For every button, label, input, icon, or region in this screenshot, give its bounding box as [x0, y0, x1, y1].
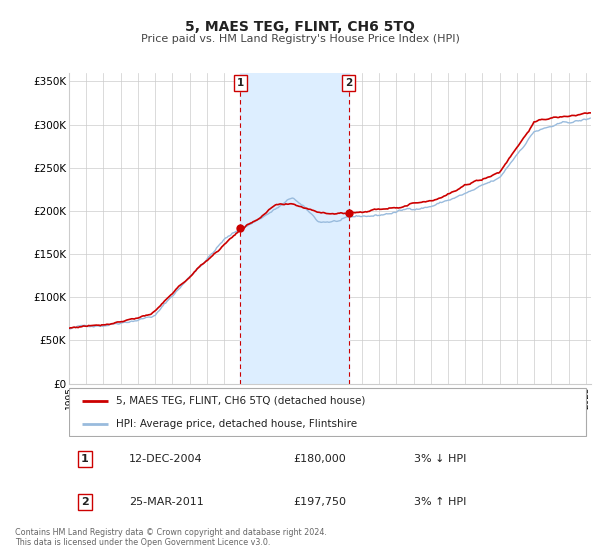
Text: Contains HM Land Registry data © Crown copyright and database right 2024.
This d: Contains HM Land Registry data © Crown c… — [15, 528, 327, 548]
Bar — [241, 73, 349, 384]
Text: 5, MAES TEG, FLINT, CH6 5TQ (detached house): 5, MAES TEG, FLINT, CH6 5TQ (detached ho… — [116, 395, 365, 405]
Text: 2: 2 — [81, 497, 89, 507]
Text: Price paid vs. HM Land Registry's House Price Index (HPI): Price paid vs. HM Land Registry's House … — [140, 34, 460, 44]
Text: £197,750: £197,750 — [293, 497, 346, 507]
Text: 5, MAES TEG, FLINT, CH6 5TQ: 5, MAES TEG, FLINT, CH6 5TQ — [185, 20, 415, 34]
Text: 1: 1 — [237, 78, 244, 88]
FancyBboxPatch shape — [69, 388, 586, 436]
Text: 3% ↓ HPI: 3% ↓ HPI — [413, 454, 466, 464]
Text: 12-DEC-2004: 12-DEC-2004 — [129, 454, 203, 464]
Text: 1: 1 — [81, 454, 89, 464]
Text: £180,000: £180,000 — [293, 454, 346, 464]
Text: HPI: Average price, detached house, Flintshire: HPI: Average price, detached house, Flin… — [116, 419, 357, 429]
Text: 2: 2 — [345, 78, 352, 88]
Text: 3% ↑ HPI: 3% ↑ HPI — [413, 497, 466, 507]
Text: 25-MAR-2011: 25-MAR-2011 — [129, 497, 204, 507]
